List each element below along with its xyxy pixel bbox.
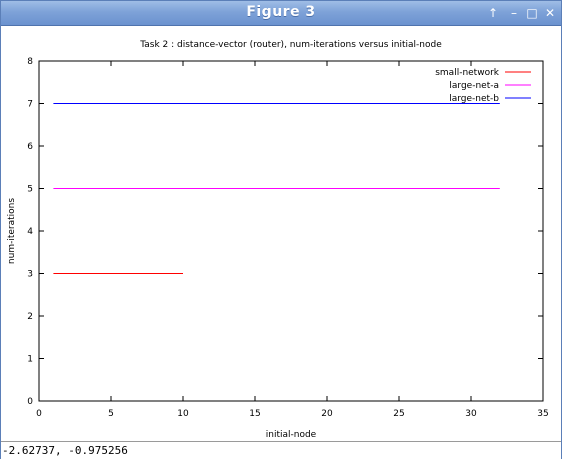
- x-tick-label: 35: [537, 409, 548, 419]
- y-tick-label: 6: [27, 142, 33, 152]
- x-tick-label: 30: [465, 409, 477, 419]
- plot-area: [38, 60, 544, 402]
- plot-canvas[interactable]: Task 2 : distance-vector (router), num-i…: [1, 26, 561, 441]
- y-tick-label: 0: [27, 397, 33, 407]
- legend-label: large-net-b: [449, 94, 499, 104]
- status-bar: -2.62737, -0.975256: [1, 441, 561, 460]
- x-tick-label: 20: [321, 409, 333, 419]
- x-tick-label: 5: [108, 409, 114, 419]
- legend-label: large-net-a: [449, 81, 499, 91]
- y-tick-label: 1: [27, 355, 33, 365]
- window-title: Figure 3: [246, 4, 316, 20]
- title-bar[interactable]: Figure 3 ↑ – □ ✕: [1, 1, 561, 26]
- series-lines: [53, 103, 500, 274]
- y-tick-label: 8: [27, 57, 33, 67]
- legend-label: small-network: [435, 68, 500, 78]
- chart-title: Task 2 : distance-vector (router), num-i…: [139, 40, 442, 50]
- axis-ticks: 0 5 10 15 20 25 30 35 0 1 2 3 4 5 6 7 8: [27, 57, 548, 419]
- x-tick-label: 10: [177, 409, 189, 419]
- y-tick-label: 2: [27, 312, 33, 322]
- up-arrow-icon[interactable]: ↑: [487, 6, 499, 20]
- y-tick-label: 3: [27, 270, 33, 280]
- x-axis-label: initial-node: [266, 430, 317, 440]
- y-tick-label: 4: [27, 227, 33, 237]
- x-tick-label: 25: [393, 409, 404, 419]
- y-tick-label: 5: [27, 185, 33, 195]
- minimize-icon[interactable]: –: [511, 6, 517, 20]
- cursor-coordinates: -2.62737, -0.975256: [2, 444, 128, 457]
- y-axis-label: num-iterations: [7, 198, 17, 264]
- legend: small-network large-net-a large-net-b: [435, 68, 531, 104]
- maximize-icon[interactable]: □: [526, 6, 538, 20]
- line-chart[interactable]: Task 2 : distance-vector (router), num-i…: [1, 26, 561, 441]
- y-tick-label: 7: [27, 100, 33, 110]
- x-tick-label: 15: [249, 409, 260, 419]
- close-icon[interactable]: ✕: [544, 6, 556, 20]
- x-tick-label: 0: [36, 409, 42, 419]
